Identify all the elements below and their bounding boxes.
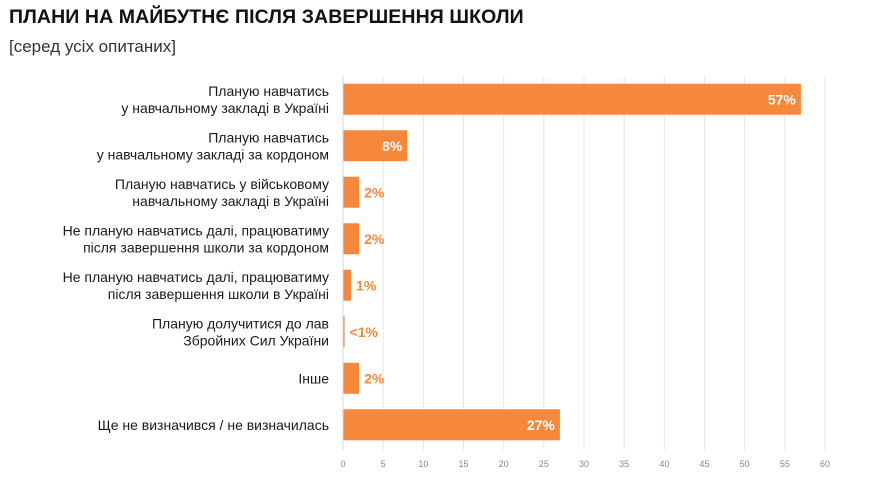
- bar: [343, 223, 360, 255]
- category-label-line: Планую навчатись у військовому: [115, 176, 329, 192]
- category-label: Планую навчатись у навчальному закладі в …: [121, 83, 329, 116]
- category-label-line: у навчальному закладі в Україні: [121, 100, 329, 116]
- x-tick-label: 5: [381, 459, 386, 469]
- bar: [343, 409, 560, 441]
- category-label: Інше: [298, 370, 329, 386]
- bar: [343, 83, 801, 115]
- data-label: 2%: [364, 370, 385, 386]
- category-label: Планую навчатись у навчальному закладі за…: [97, 129, 329, 162]
- chart-subtitle: [серед усіх опитаних]: [9, 37, 176, 56]
- x-tick-label: 0: [340, 459, 345, 469]
- category-label-line: Планую навчатись: [208, 83, 329, 99]
- category-label-line: навчальному закладі в Україні: [132, 193, 329, 209]
- category-label: Планую долучитися до лав Збройних Сил Укр…: [152, 315, 329, 348]
- x-tick-label: 45: [699, 459, 709, 469]
- data-label: <1%: [350, 324, 379, 340]
- category-label-line: Інше: [298, 370, 329, 386]
- bar: [343, 362, 360, 394]
- x-tick-label: 25: [539, 459, 549, 469]
- bar: [343, 130, 408, 162]
- category-label: Не планую навчатись далі, працюватиму піс…: [63, 222, 329, 255]
- category-label-line: Не планую навчатись далі, працюватиму: [63, 222, 329, 238]
- x-tick-label: 20: [499, 459, 509, 469]
- category-label-line: Не планую навчатись далі, працюватиму: [63, 269, 329, 285]
- data-label: 57%: [768, 91, 797, 107]
- category-label-line: у навчальному закладі за кордоном: [97, 146, 329, 162]
- x-tick-label: 10: [418, 459, 428, 469]
- category-label-line: Планую долучитися до лав: [152, 315, 329, 331]
- chart-title: ПЛАНИ НА МАЙБУТНЄ ПІСЛЯ ЗАВЕРШЕННЯ ШКОЛИ: [9, 6, 524, 28]
- bar: [343, 269, 352, 301]
- x-tick-label: 15: [458, 459, 468, 469]
- x-tick-label: 30: [579, 459, 589, 469]
- data-label: 27%: [527, 417, 556, 433]
- category-label-line: після завершення школи за кордоном: [83, 239, 329, 255]
- category-label-line: після завершення школи в Україні: [108, 286, 329, 302]
- data-label: 1%: [356, 277, 377, 293]
- data-label: 8%: [382, 138, 403, 154]
- category-label: Не планую навчатись далі, працюватиму піс…: [63, 269, 329, 302]
- category-label-line: Ще не визначився / не визначилась: [98, 417, 329, 433]
- data-label: 2%: [364, 184, 385, 200]
- category-label: Ще не визначився / не визначилась: [98, 417, 329, 433]
- bar: [343, 316, 345, 348]
- x-tick-label: 55: [780, 459, 790, 469]
- category-label: Планую навчатись у військовому навчальном…: [115, 176, 329, 209]
- category-label-line: Збройних Сил України: [183, 332, 329, 348]
- x-tick-label: 60: [820, 459, 830, 469]
- bar: [343, 176, 360, 208]
- x-tick-label: 35: [619, 459, 629, 469]
- category-label-line: Планую навчатись: [208, 129, 329, 145]
- x-tick-label: 50: [740, 459, 750, 469]
- data-label: 2%: [364, 231, 385, 247]
- x-tick-label: 40: [659, 459, 669, 469]
